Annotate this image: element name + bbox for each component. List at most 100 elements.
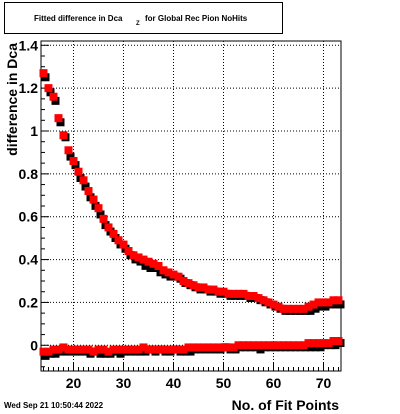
data-point (41, 73, 50, 82)
data-point (186, 347, 195, 356)
timestamp: Wed Sep 21 10:50:44 2022 (4, 401, 104, 410)
data-point (179, 345, 188, 354)
data-point (169, 345, 178, 354)
data-point (239, 341, 248, 350)
data-point (274, 302, 283, 311)
data-point (51, 349, 60, 358)
data-point (214, 287, 223, 296)
data-point (164, 268, 173, 277)
data-point (134, 345, 143, 354)
data-point (324, 298, 333, 307)
data-point (289, 304, 298, 313)
y-tick-label: 0 (30, 337, 38, 353)
data-point (316, 302, 325, 311)
data-point (306, 306, 315, 315)
data-point (109, 345, 118, 354)
y-tick-label: 0.8 (19, 166, 39, 182)
data-point (174, 272, 183, 281)
data-point (64, 146, 73, 155)
data-point (44, 347, 53, 356)
data-point (321, 302, 330, 311)
data-point (79, 176, 88, 185)
data-point (89, 195, 98, 204)
data-point (49, 92, 58, 101)
data-point (304, 302, 313, 311)
data-point (229, 343, 238, 352)
x-tick-label: 60 (266, 375, 282, 391)
data-point (54, 114, 63, 123)
data-point (279, 341, 288, 350)
plot-frame (40, 40, 342, 372)
data-point (109, 229, 118, 238)
data-point (259, 296, 268, 305)
data-point (51, 96, 60, 105)
data-point (89, 347, 98, 356)
data-point (304, 339, 313, 348)
data-point (99, 214, 108, 223)
data-point (294, 304, 303, 313)
data-point (69, 157, 78, 165)
data-point (294, 341, 303, 350)
data-point (306, 343, 315, 352)
data-point (264, 298, 273, 307)
data-point (319, 339, 328, 348)
data-point (234, 341, 243, 350)
data-point (214, 343, 223, 352)
data-point (159, 266, 168, 275)
y-tick-label: 0.2 (19, 294, 39, 310)
data-point (154, 345, 163, 354)
data-point (164, 345, 173, 354)
data-point (234, 289, 243, 298)
data-point (331, 341, 340, 350)
data-point (71, 161, 80, 170)
data-point (119, 345, 128, 354)
data-point (146, 264, 155, 272)
data-point (189, 343, 198, 352)
y-tick-label: 1.4 (19, 37, 39, 53)
data-point (329, 337, 338, 345)
x-tick-label: 50 (216, 375, 232, 391)
data-point (334, 337, 343, 345)
data-point (149, 259, 158, 268)
data-point (41, 351, 50, 360)
data-point (279, 304, 288, 313)
data-point (249, 292, 258, 300)
data-point (69, 345, 78, 354)
data-point (244, 292, 253, 300)
data-point (229, 289, 238, 298)
data-point (129, 251, 138, 260)
data-point (39, 347, 48, 356)
data-point (144, 345, 153, 354)
chart-title-tail: for Global Rec Pion NoHits (145, 14, 248, 23)
data-point (289, 341, 298, 350)
y-axis-label: difference in Dca (4, 43, 20, 156)
data-point (104, 223, 113, 232)
data-point (194, 283, 203, 292)
data-point (129, 345, 138, 354)
data-point (49, 345, 58, 354)
data-point (114, 345, 123, 354)
data-point (299, 341, 308, 350)
data-point (299, 304, 308, 313)
data-point (141, 261, 150, 270)
x-axis-label: No. of Fit Points (232, 397, 340, 413)
data-point (254, 294, 263, 303)
data-point (94, 204, 103, 213)
data-point (139, 255, 148, 264)
y-tick-label: 0.6 (19, 209, 39, 225)
y-tick-label: 1.2 (19, 80, 39, 96)
x-tick-label: 20 (66, 375, 82, 391)
data-point (54, 345, 63, 354)
data-point (74, 345, 83, 354)
data-point (169, 270, 178, 279)
data-point (134, 253, 143, 262)
data-point (46, 88, 55, 97)
data-point (334, 296, 343, 305)
data-point (184, 343, 193, 352)
data-point (311, 343, 320, 352)
data-point (179, 277, 188, 285)
data-point (124, 247, 133, 255)
data-point (119, 240, 128, 249)
data-point (204, 285, 213, 294)
data-point (94, 345, 103, 354)
